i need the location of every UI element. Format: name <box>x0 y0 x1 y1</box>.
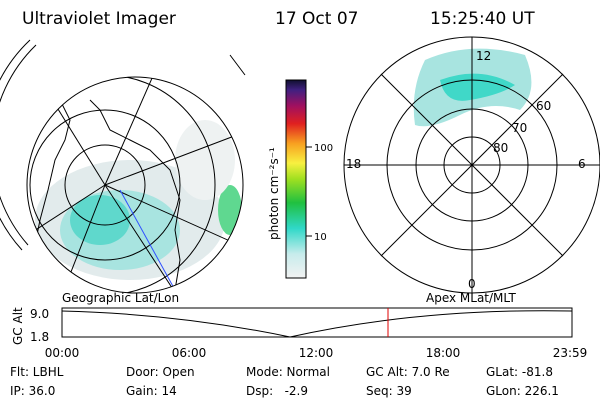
right-map <box>343 36 600 294</box>
orbit-plot-frame <box>61 307 573 338</box>
lat-label: 60 <box>536 99 551 113</box>
colorbar-unit: photon cm⁻²s⁻¹ <box>267 147 281 240</box>
lat-label: 80 <box>493 141 508 155</box>
status-field: IP: 36.0 <box>10 384 55 398</box>
left-map <box>0 39 246 294</box>
orbit-x-tick: 23:59 <box>553 346 588 360</box>
mlt-label: 12 <box>476 49 491 63</box>
colorbar <box>285 79 307 279</box>
status-field: Dsp: -2.9 <box>246 384 308 398</box>
orbit-y-label: GC Alt <box>11 307 25 345</box>
orbit-y-tick: 1.8 <box>30 330 49 344</box>
orbit-x-tick: 06:00 <box>172 346 207 360</box>
right-map-label: Apex MLat/MLT <box>426 291 516 305</box>
title: Ultraviolet Imager <box>22 9 176 29</box>
status-field: GLon: 226.1 <box>486 384 559 398</box>
lat-label: 70 <box>512 121 527 135</box>
status-field: Gain: 14 <box>126 384 177 398</box>
colorbar-tick-label: 10 <box>314 232 327 243</box>
status-field: Mode: Normal <box>246 365 330 379</box>
colorbar-tick-label: 100 <box>314 143 333 154</box>
mlt-label: 6 <box>578 157 586 171</box>
status-field: Door: Open <box>126 365 195 379</box>
status-field: GC Alt: 7.0 Re <box>366 365 450 379</box>
orbit-x-tick: 00:00 <box>45 346 80 360</box>
status-field: GLat: -81.8 <box>486 365 553 379</box>
status-field: Seq: 39 <box>366 384 412 398</box>
left-map-label: Geographic Lat/Lon <box>62 291 179 305</box>
mlt-label: 0 <box>468 277 476 291</box>
date: 17 Oct 07 <box>275 9 358 29</box>
orbit-x-tick: 12:00 <box>299 346 334 360</box>
orbit-x-tick: 18:00 <box>426 346 461 360</box>
time: 15:25:40 UT <box>430 9 535 29</box>
status-field: Flt: LBHL <box>10 365 64 379</box>
orbit-altitude-curve <box>61 310 573 338</box>
mlt-label: 18 <box>346 157 361 171</box>
status-panel: Flt: LBHL Door: Open Mode: Normal GC Alt: 7… <box>10 365 559 398</box>
orbit-y-tick: 9.0 <box>30 307 49 321</box>
